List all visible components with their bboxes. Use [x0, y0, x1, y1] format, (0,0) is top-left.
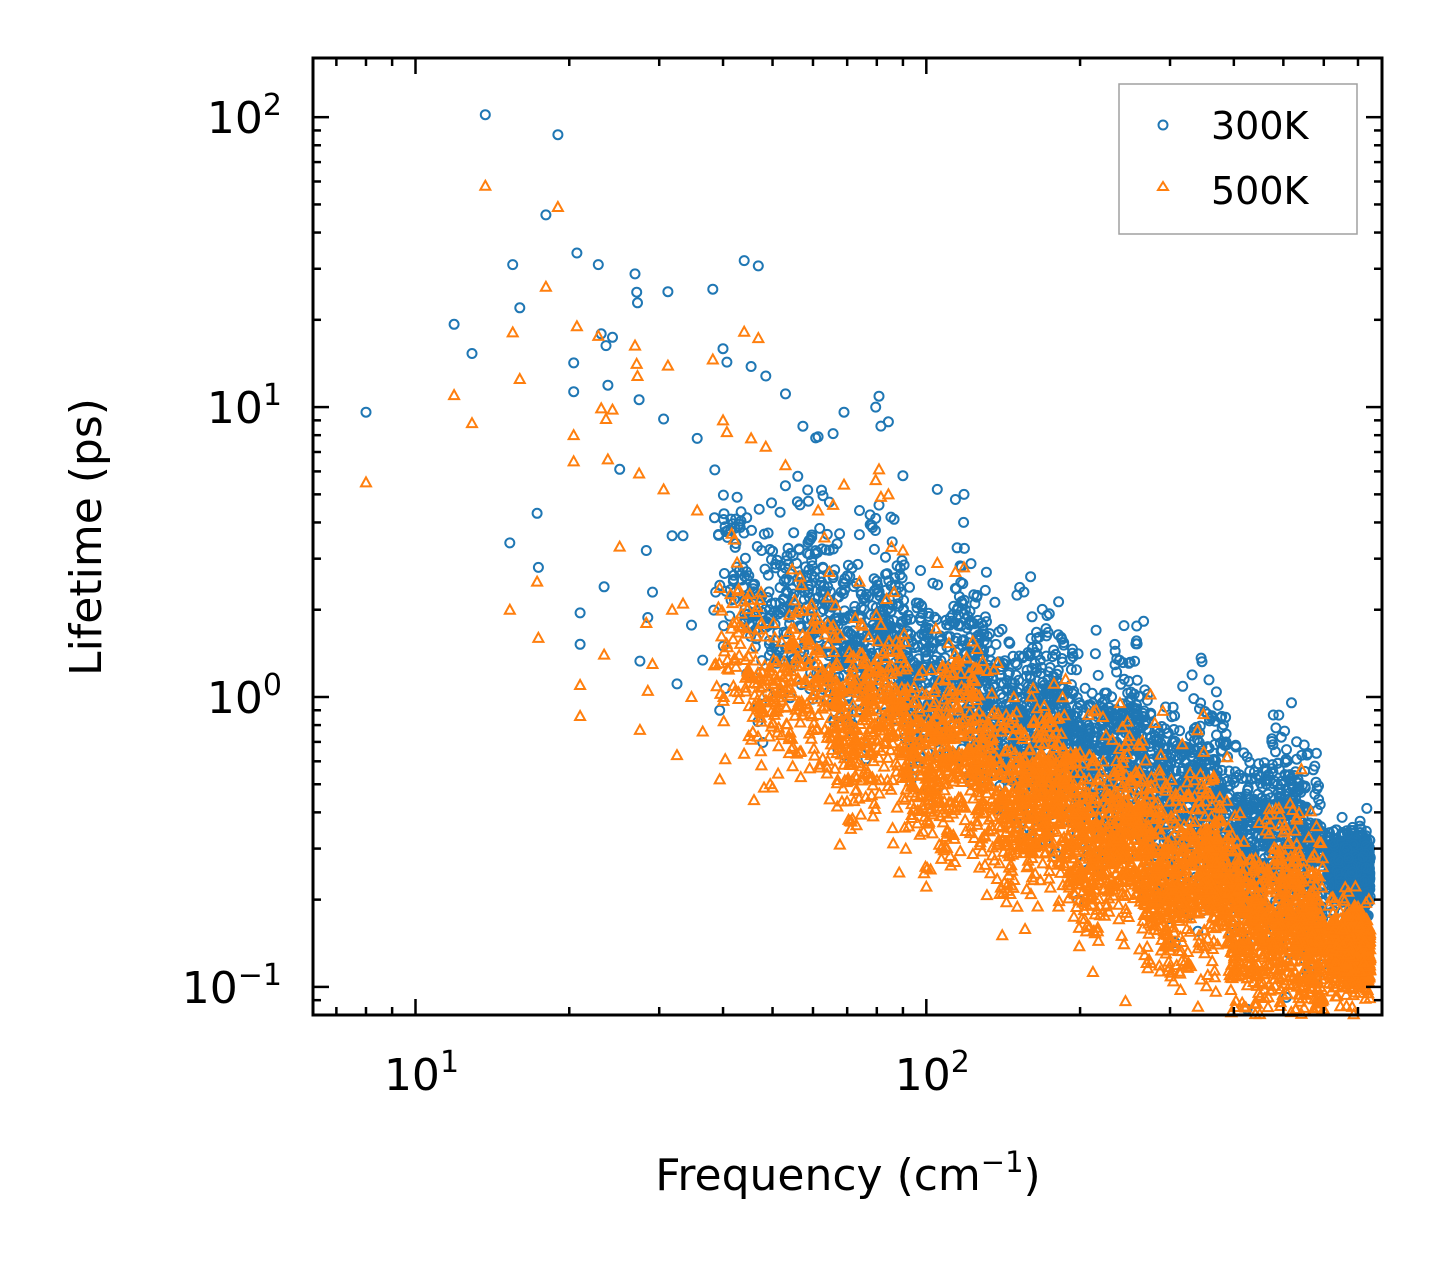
point-300k	[809, 548, 821, 560]
point-300k	[1210, 755, 1222, 767]
point-300k	[792, 470, 804, 482]
point-300k	[1123, 657, 1135, 669]
point-300k	[727, 575, 739, 587]
point-300k	[1177, 680, 1189, 692]
point-300k	[1092, 669, 1104, 681]
point-300k	[989, 596, 1001, 608]
point-300k	[1089, 648, 1101, 660]
point-300k	[741, 512, 753, 524]
point-300k	[779, 480, 791, 492]
point-300k	[718, 568, 730, 579]
point-300k	[1129, 655, 1141, 667]
point-300k	[1009, 657, 1021, 669]
point-300k	[1273, 709, 1285, 721]
point-300k	[936, 633, 948, 645]
point-300k	[724, 610, 736, 622]
point-300k	[948, 600, 960, 612]
point-300k	[1106, 691, 1118, 703]
point-300k	[1212, 699, 1224, 711]
point-300k	[1145, 731, 1157, 743]
point-300k	[1043, 608, 1055, 620]
point-300k	[1286, 697, 1297, 709]
point-300k	[1071, 664, 1082, 676]
point-300k	[827, 543, 839, 555]
point-300k	[709, 464, 721, 476]
point-300k	[1014, 581, 1026, 593]
point-300k	[964, 605, 976, 617]
point-300k	[782, 542, 794, 554]
point-300k	[1041, 610, 1053, 621]
point-300k	[980, 566, 992, 578]
point-300k	[1310, 747, 1322, 759]
point-300k	[1250, 831, 1262, 843]
point-300k	[766, 497, 777, 509]
data-points	[359, 109, 1377, 1020]
point-300k	[1079, 682, 1091, 694]
point-300k	[1174, 725, 1186, 737]
point-300k	[1007, 650, 1019, 662]
point-300k	[1186, 669, 1198, 681]
point-300k	[762, 527, 774, 539]
point-300k	[993, 626, 1005, 638]
point-300k	[927, 577, 939, 589]
point-300k	[1230, 741, 1242, 753]
point-300k	[1253, 758, 1265, 770]
point-300k	[868, 543, 880, 555]
point-300k	[896, 555, 908, 566]
point-300k	[958, 516, 970, 528]
point-300k	[814, 522, 826, 534]
point-300k	[725, 594, 737, 606]
point-300k	[1118, 620, 1130, 632]
point-300k	[800, 561, 811, 573]
point-300k	[965, 558, 977, 570]
point-300k	[915, 565, 926, 576]
point-300k	[816, 543, 828, 555]
point-300k	[753, 503, 765, 515]
point-300k	[979, 584, 991, 596]
point-300k	[1240, 773, 1252, 784]
point-300k	[1072, 702, 1084, 714]
point-300k	[1026, 611, 1038, 623]
point-300k	[842, 625, 853, 637]
point-300k	[717, 489, 729, 501]
point-300k	[1270, 722, 1282, 734]
point-300k	[1041, 630, 1052, 642]
point-300k	[1086, 687, 1098, 699]
point-300k	[797, 420, 809, 432]
point-300k	[871, 575, 883, 587]
point-300k	[958, 542, 970, 554]
point-300k	[725, 513, 737, 525]
point-300k	[1267, 739, 1279, 751]
point-300k	[746, 524, 757, 536]
point-300k	[1111, 666, 1123, 678]
point-300k	[769, 558, 781, 570]
point-300k	[1281, 744, 1292, 756]
point-300k	[735, 506, 747, 518]
point-300k	[1307, 764, 1319, 776]
point-300k	[816, 484, 827, 496]
point-300k	[788, 527, 800, 539]
point-300k	[806, 560, 818, 572]
point-300k	[1267, 709, 1279, 721]
point-300k	[1066, 647, 1078, 659]
